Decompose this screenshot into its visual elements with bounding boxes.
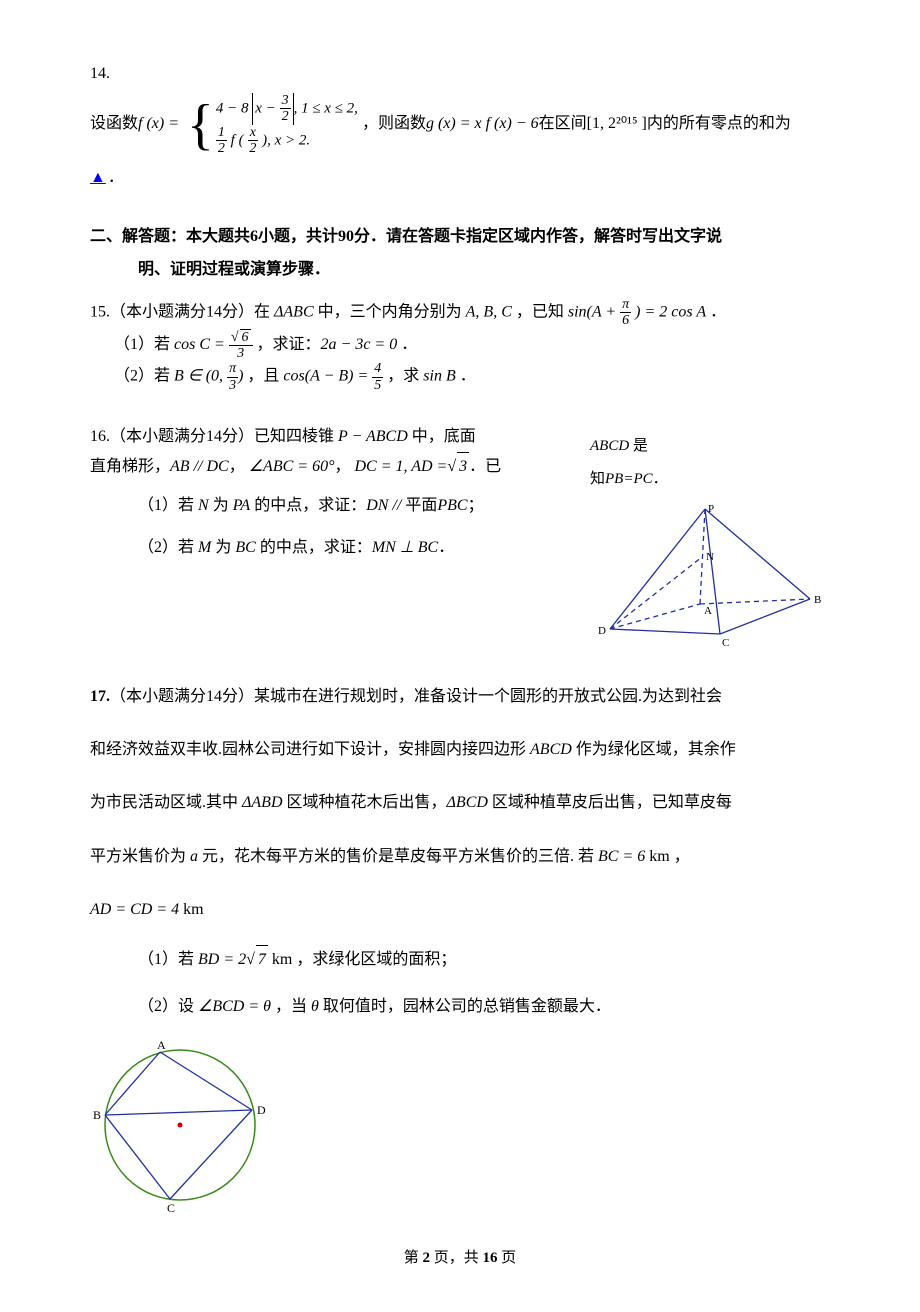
q14-fx: f (x) = bbox=[138, 110, 179, 139]
q14-case1: 4 − 8 x − 32 , 1 ≤ x ≤ 2, bbox=[216, 93, 358, 125]
problem-14: 14. 设函数 f (x) = { 4 − 8 x − 32 , 1 ≤ x ≤… bbox=[90, 60, 830, 193]
svg-text:A: A bbox=[704, 605, 712, 617]
q15-part1: （1）若 cos C = √63 ，求证：2a − 3c = 0 ． bbox=[114, 329, 830, 362]
problem-16: 16.（本小题满分14分）已知四棱锥 P − ABCD 中，底面 直角梯形，AB… bbox=[90, 423, 830, 649]
section-subtitle: 明、证明过程或演算步骤． bbox=[138, 256, 830, 285]
svg-text:N: N bbox=[706, 551, 714, 563]
abs-icon: x − 32 bbox=[252, 93, 293, 125]
q14-blank-line: ▲． bbox=[90, 164, 830, 193]
blank-placeholder: ▲ bbox=[90, 169, 106, 186]
q15-part2: （2）若 B ∈ (0, π3) ，且 cos(A − B) = 45 ，求 s… bbox=[114, 361, 830, 393]
q14-mid: ，则函数 bbox=[362, 110, 426, 139]
svg-text:D: D bbox=[257, 1103, 266, 1117]
q14-case2: 12 f ( x2 ), x > 2. bbox=[216, 125, 358, 157]
brace-icon: { bbox=[187, 97, 214, 153]
q14-gx: g (x) = x f (x) − 6 bbox=[426, 110, 539, 139]
circle-diagram-icon: A B C D bbox=[90, 1040, 275, 1215]
q16-part2: （2）若 M 为 BC 的中点，求证：MN ⊥ BC． bbox=[138, 534, 590, 563]
svg-text:P: P bbox=[708, 503, 714, 515]
q14-number: 14. bbox=[90, 60, 830, 89]
page-footer: 第 2 页，共 16 页 bbox=[90, 1245, 830, 1272]
q14-pre: 设函数 bbox=[90, 110, 138, 139]
q16-figure: ABCD 是 知PB=PC． PABCDN bbox=[590, 423, 830, 649]
problem-17: 17.（本小题满分14分）某城市在进行规划时，准备设计一个圆形的开放式公园.为达… bbox=[90, 679, 830, 1215]
q14-body: 设函数 f (x) = { 4 − 8 x − 32 , 1 ≤ x ≤ 2, … bbox=[90, 93, 830, 157]
q17-part2: （2）设 ∠BCD = θ ，当 θ 取何值时，园林公司的总销售金额最大． bbox=[138, 993, 830, 1022]
svg-text:B: B bbox=[814, 594, 821, 606]
q17-part1: （1）若 BD = 2√7 km ，求绿化区域的面积； bbox=[138, 945, 830, 975]
q16-text: 16.（本小题满分14分）已知四棱锥 P − ABCD 中，底面 直角梯形，AB… bbox=[90, 423, 590, 563]
problem-15: 15.（本小题满分14分）在 ΔABC 中，三个内角分别为 A, B, C ，已… bbox=[90, 297, 830, 393]
svg-text:C: C bbox=[167, 1201, 175, 1215]
section-title: 二、解答题：本大题共6小题，共计90分．请在答题卡指定区域内作答，解答时写出文字… bbox=[90, 223, 830, 252]
svg-text:D: D bbox=[598, 625, 606, 637]
svg-text:A: A bbox=[157, 1040, 166, 1052]
svg-text:B: B bbox=[93, 1108, 101, 1122]
q17-p2: 和经济效益双丰收.园林公司进行如下设计，安排圆内接四边形 ABCD 作为绿化区域… bbox=[90, 732, 830, 767]
q17-p3: 为市民活动区域.其中 ΔABD 区域种植花木后出售，ΔBCD 区域种植草皮后出售… bbox=[90, 785, 830, 820]
q14-post2: 内的所有零点的和为 bbox=[647, 110, 791, 139]
q15-head: 15.（本小题满分14分）在 ΔABC 中，三个内角分别为 A, B, C ，已… bbox=[90, 297, 830, 329]
q16-part1: （1）若 N 为 PA 的中点，求证：DN // 平面PBC； bbox=[138, 492, 590, 521]
q14-piecewise: { 4 − 8 x − 32 , 1 ≤ x ≤ 2, 12 f ( x2 ),… bbox=[183, 93, 358, 157]
svg-text:C: C bbox=[722, 637, 729, 649]
q17-p4: 平方米售价为 a 元，花木每平方米的售价是草皮每平方米售价的三倍. 若 BC =… bbox=[90, 839, 830, 874]
q16-line1: 16.（本小题满分14分）已知四棱锥 P − ABCD 中，底面 bbox=[90, 423, 590, 452]
q17-p5: AD = CD = 4 km bbox=[90, 892, 830, 927]
q16-line2: 直角梯形，AB // DC， ∠ABC = 60°， DC = 1, AD =√… bbox=[90, 452, 590, 482]
pyramid-diagram-icon: P A B C D N bbox=[590, 499, 830, 649]
q14-post1: 在区间 bbox=[539, 110, 587, 139]
q17-body: 17.（本小题满分14分）某城市在进行规划时，准备设计一个圆形的开放式公园.为达… bbox=[90, 679, 830, 927]
q17-p1: 17.（本小题满分14分）某城市在进行规划时，准备设计一个圆形的开放式公园.为达… bbox=[90, 679, 830, 714]
q14-interval: [1, 2²⁰¹⁵ ] bbox=[587, 110, 647, 139]
